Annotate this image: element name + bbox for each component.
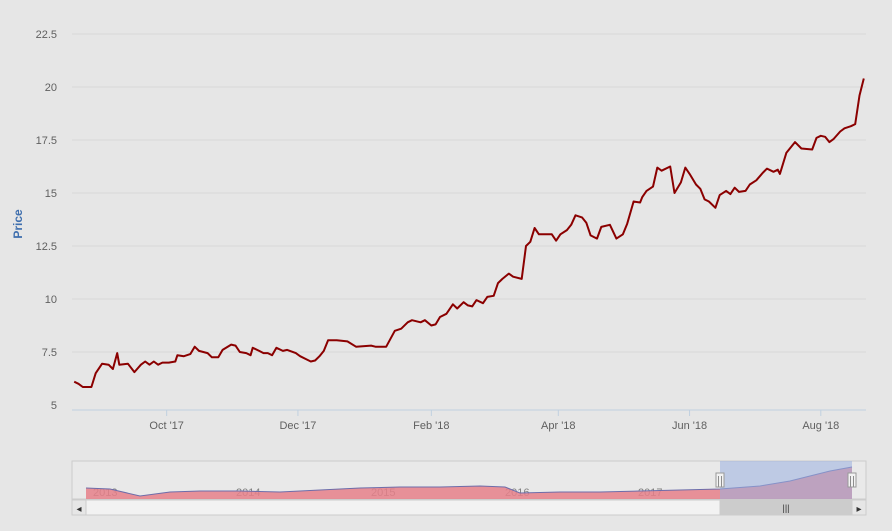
scrollbar[interactable]: ◂ ||| ▸: [71, 499, 867, 516]
handle-right-grip: ||: [849, 475, 855, 487]
x-tick-label: Oct '17: [149, 420, 184, 432]
y-tick-label: 22.5: [36, 29, 57, 41]
y-tick-label: 20: [45, 82, 57, 94]
handle-left-grip: ||: [717, 475, 723, 487]
scroll-right-icon: ▸: [856, 504, 861, 515]
y-tick-label: 10: [45, 294, 57, 306]
x-tick-label: Apr '18: [541, 420, 576, 432]
series-line[interactable]: [73, 78, 865, 388]
scrollbar-grip-icon: |||: [782, 503, 789, 513]
scroll-right-button[interactable]: [851, 499, 867, 516]
y-tick-label: 15: [45, 188, 57, 200]
y-axis-label: Price: [11, 209, 25, 239]
navigator-series-area: [86, 467, 852, 499]
y-tick-label: 7.5: [42, 347, 57, 359]
y-tick-label: 12.5: [36, 241, 57, 253]
grid-lines: [72, 33, 866, 353]
navigator-handle-left[interactable]: ||: [715, 472, 725, 488]
navigator-selection[interactable]: [720, 461, 852, 499]
scroll-left-button[interactable]: [71, 499, 87, 516]
x-tick-label: Feb '18: [413, 420, 449, 432]
navigator-handle-right[interactable]: ||: [847, 472, 857, 488]
navigator[interactable]: 20132014201520162017 || ||: [71, 460, 867, 500]
y-tick-label: 5: [51, 400, 57, 412]
x-axis-ticks: Oct '17 Dec '17 Feb '18 Apr '18 Jun '18 Aug '…: [149, 410, 839, 432]
x-tick-label: Aug '18: [802, 420, 839, 432]
series-group[interactable]: [73, 78, 865, 388]
y-axis-ticks: 5 7.5 10 12.5 15 17.5 20 22.5: [36, 29, 57, 412]
y-tick-label: 17.5: [36, 135, 57, 147]
x-tick-label: Dec '17: [279, 420, 316, 432]
x-tick-label: Jun '18: [672, 420, 707, 432]
scroll-left-icon: ◂: [76, 504, 81, 515]
